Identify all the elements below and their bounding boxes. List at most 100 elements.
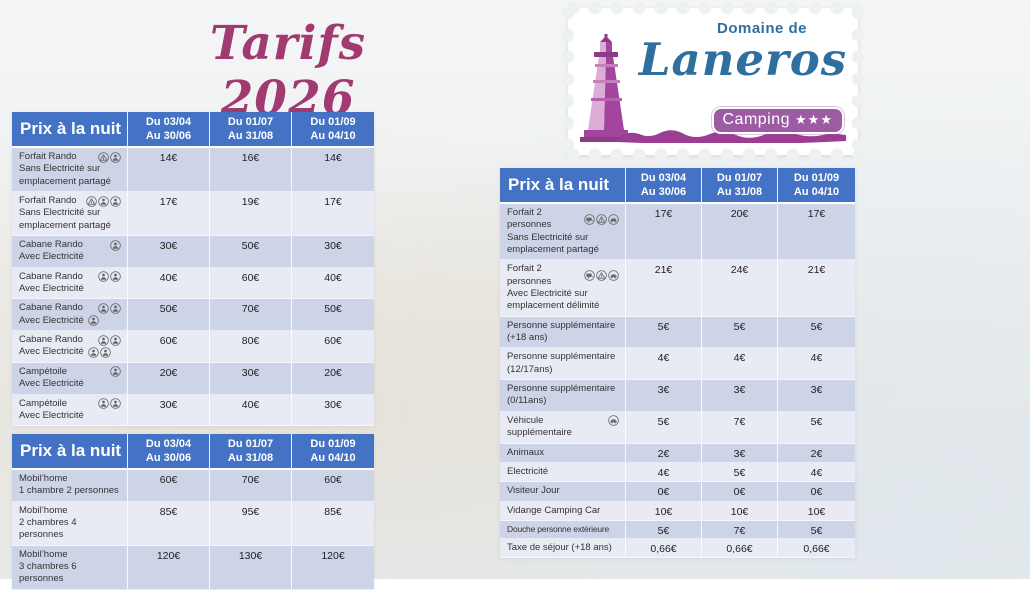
column-header-cell: Du 01/07 Au 31/08	[210, 434, 292, 470]
row-title: Mobil’home	[19, 548, 68, 560]
row-subtitle-line: Sans Electricité sur emplacement partagé	[19, 207, 123, 232]
row-title-line: Forfait Rando	[19, 151, 123, 163]
logo-stamp: Domaine de Laneros Camping ★★★	[561, 1, 865, 162]
table-corner-header: Prix à la nuit	[500, 168, 626, 204]
column-header-line2: Au 31/08	[227, 452, 274, 464]
row-subtitle: (0/11ans)	[507, 395, 547, 407]
price-cell: 50€	[210, 236, 292, 268]
row-title: Forfait 2 personnes	[507, 263, 552, 287]
price-cell: 3€	[702, 443, 778, 463]
column-header-cell: Du 01/09 Au 04/10	[778, 168, 855, 204]
person-icon	[110, 151, 121, 163]
row-title-line: Mobil’home	[19, 549, 123, 561]
row-title-line: Forfait 2 personnes	[507, 207, 621, 232]
row-title: Cabane Rando	[19, 270, 83, 282]
person-icon	[110, 335, 121, 346]
price-cell: 30€	[128, 394, 210, 427]
row-subtitle-line: (12/17ans)	[507, 364, 621, 376]
price-cell: 0,66€	[626, 538, 702, 559]
row-label-cell: Electricité	[500, 462, 626, 483]
price-cell: 40€	[292, 267, 374, 300]
price-cell: 0€	[778, 482, 855, 502]
row-title: Douche personne extérieure	[507, 523, 610, 534]
table-prix-nuit-rando: Prix à la nuit Du 03/04 Au 30/06 Du 01/07 Au…	[12, 112, 374, 427]
car-icon	[608, 415, 619, 427]
row-label-cell: Douche personne extérieure	[500, 520, 626, 539]
column-header-cell: Du 01/07 Au 31/08	[702, 168, 778, 204]
row-subtitle-line: (+18 ans)	[507, 332, 621, 344]
row-title-line: Forfait 2 personnes	[507, 263, 621, 288]
price-cell: 70€	[210, 299, 292, 332]
price-cell: 4€	[702, 348, 778, 381]
price-cell: 60€	[128, 331, 210, 363]
price-cell: 10€	[626, 501, 702, 521]
table-prix-nuit-emplacements: Prix à la nuit Du 03/04 Au 30/06 Du 01/07 Au…	[500, 168, 855, 559]
price-cell: 40€	[210, 394, 292, 427]
tent-icon	[596, 214, 607, 225]
page-title: Tarifs 2026	[209, 16, 367, 126]
row-subtitle-line: Avec Electricité	[19, 283, 123, 295]
column-header-line1: Du 01/09	[793, 171, 840, 184]
row-title: Campétoile	[19, 397, 68, 409]
row-subtitle: 1 chambre 2 personnes	[19, 485, 119, 497]
row-label-cell: Animaux	[500, 443, 626, 463]
row-subtitle: Sans Electricité sur emplacement partagé	[19, 207, 111, 231]
row-title-line: Campétoile	[19, 366, 123, 378]
person-icon	[110, 366, 121, 378]
price-cell: 3€	[702, 380, 778, 412]
row-title-icons	[584, 214, 621, 225]
row-label-cell: Mobil’home 1 chambre 2 personnes	[12, 470, 128, 502]
row-subtitle-line: supplémentaire	[507, 427, 621, 439]
row-label-cell: Mobil’home 2 chambres 4 personnes	[12, 501, 128, 546]
price-cell: 20€	[702, 204, 778, 261]
person-icon	[87, 315, 99, 327]
row-subtitle-line: Sans Electricité sur emplacement partagé	[19, 163, 123, 188]
column-header-line1: Du 01/07	[716, 171, 763, 184]
row-title-icons	[98, 303, 123, 314]
row-label-cell: Personne supplémentaire (+18 ans)	[500, 316, 626, 349]
row-title-line: Personne supplémentaire	[507, 320, 621, 332]
price-cell: 4€	[626, 462, 702, 483]
row-label-cell: Forfait 2 personnes Avec Electricité sur …	[500, 260, 626, 317]
row-subtitle: Avec Electricité	[19, 283, 84, 295]
column-header-cell: Du 01/09 Au 04/10	[292, 434, 374, 470]
row-subtitle-line: Avec Electricité sur emplacement délimit…	[507, 288, 621, 313]
row-subtitle: Avec Electricité	[19, 346, 84, 358]
price-cell: 30€	[292, 394, 374, 427]
tent-icon	[596, 270, 607, 281]
row-title-line: Personne supplémentaire	[507, 351, 621, 363]
row-subtitle-line: 2 chambres 4 personnes	[19, 517, 123, 542]
price-cell: 10€	[702, 501, 778, 521]
row-subtitle-line: 3 chambres 6 personnes	[19, 561, 123, 586]
price-cell: 0€	[702, 482, 778, 502]
person-icon	[98, 303, 109, 314]
row-subtitle: 3 chambres 6 personnes	[19, 561, 77, 585]
price-cell: 5€	[778, 411, 855, 444]
price-cell: 24€	[702, 260, 778, 317]
price-cell: 80€	[210, 331, 292, 363]
person-icon	[110, 195, 121, 207]
price-cell: 17€	[128, 192, 210, 237]
person-icon	[98, 398, 109, 409]
price-cell: 40€	[128, 267, 210, 300]
price-cell: 120€	[292, 545, 374, 590]
row-title-line: Campétoile	[19, 398, 123, 410]
column-header-line2: Au 31/08	[227, 130, 274, 142]
price-cell: 60€	[210, 267, 292, 300]
price-cell: 30€	[210, 362, 292, 395]
price-cell: 85€	[128, 501, 210, 546]
row-subtitle-line: Avec Electricité	[19, 410, 123, 422]
price-cell: 7€	[702, 520, 778, 539]
row-subtitle-line: (0/11ans)	[507, 395, 621, 407]
price-cell: 17€	[626, 204, 702, 261]
row-title-line: Electricité	[507, 466, 621, 478]
row-title-line: Taxe de séjour (+18 ans)	[507, 542, 621, 554]
row-label-cell: Forfait Rando Sans Electricité sur emplac…	[12, 192, 128, 237]
person-icon	[110, 398, 121, 409]
price-cell: 3€	[778, 380, 855, 412]
price-cell: 5€	[778, 520, 855, 539]
row-title-line: Forfait Rando	[19, 195, 123, 207]
row-title: Electricité	[507, 465, 549, 477]
row-title-line: Animaux	[507, 447, 621, 459]
row-title-line: Mobil’home	[19, 505, 123, 517]
